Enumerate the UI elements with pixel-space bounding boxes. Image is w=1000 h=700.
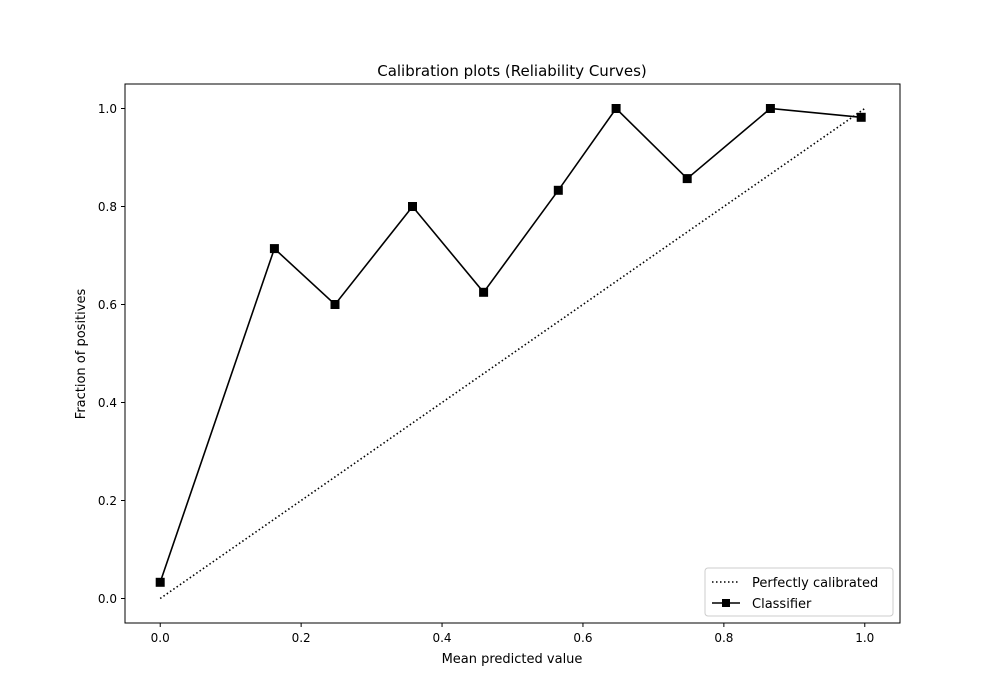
y-tick-label: 0.8 (98, 200, 117, 214)
legend-classifier-label: Classifier (752, 597, 812, 612)
series-line-classifier (159, 107, 862, 583)
legend-box (704, 567, 894, 617)
data-point-marker (611, 104, 621, 113)
x-tick-label: 0.4 (432, 631, 451, 645)
x-tick-label: 0.6 (573, 631, 592, 645)
x-tick-label: 1.0 (855, 631, 874, 645)
axis-ticks: 0.0 0.2 0.4 0.6 0.8 1.0 0.0 0.2 0.4 0.6 0.8 1.0 (98, 102, 874, 645)
legend-classifier-marker (722, 599, 730, 607)
legend: Perfectly calibrated Classifier (704, 567, 894, 617)
data-point-marker (330, 300, 340, 309)
x-tick-label: 0.2 (292, 631, 311, 645)
x-axis-label: Mean predicted value (442, 652, 583, 667)
series-line-perfectly-calibrated (159, 107, 866, 600)
data-point-marker (408, 202, 417, 211)
x-tick-label: 0.0 (151, 631, 170, 645)
y-tick-label: 0.6 (98, 298, 117, 312)
axes-frame (124, 83, 901, 624)
data-point-marker (682, 174, 692, 184)
data-point-marker (765, 104, 775, 113)
x-tick-label: 0.8 (714, 631, 733, 645)
data-point-marker (856, 112, 866, 122)
chart-title: Calibration plots (Reliability Curves) (377, 62, 647, 80)
data-point-marker (155, 577, 165, 587)
y-tick-label: 0.4 (98, 396, 117, 410)
plot-area (155, 104, 866, 600)
y-tick-label: 0.0 (98, 592, 117, 606)
y-tick-label: 1.0 (98, 102, 117, 116)
data-point-marker (479, 287, 489, 297)
legend-perfectly-calibrated-label: Perfectly calibrated (752, 576, 878, 591)
y-tick-label: 0.2 (98, 494, 117, 508)
data-point-marker (553, 185, 563, 195)
y-axis-label: Fraction of positives (74, 289, 89, 420)
data-point-marker (269, 244, 279, 254)
